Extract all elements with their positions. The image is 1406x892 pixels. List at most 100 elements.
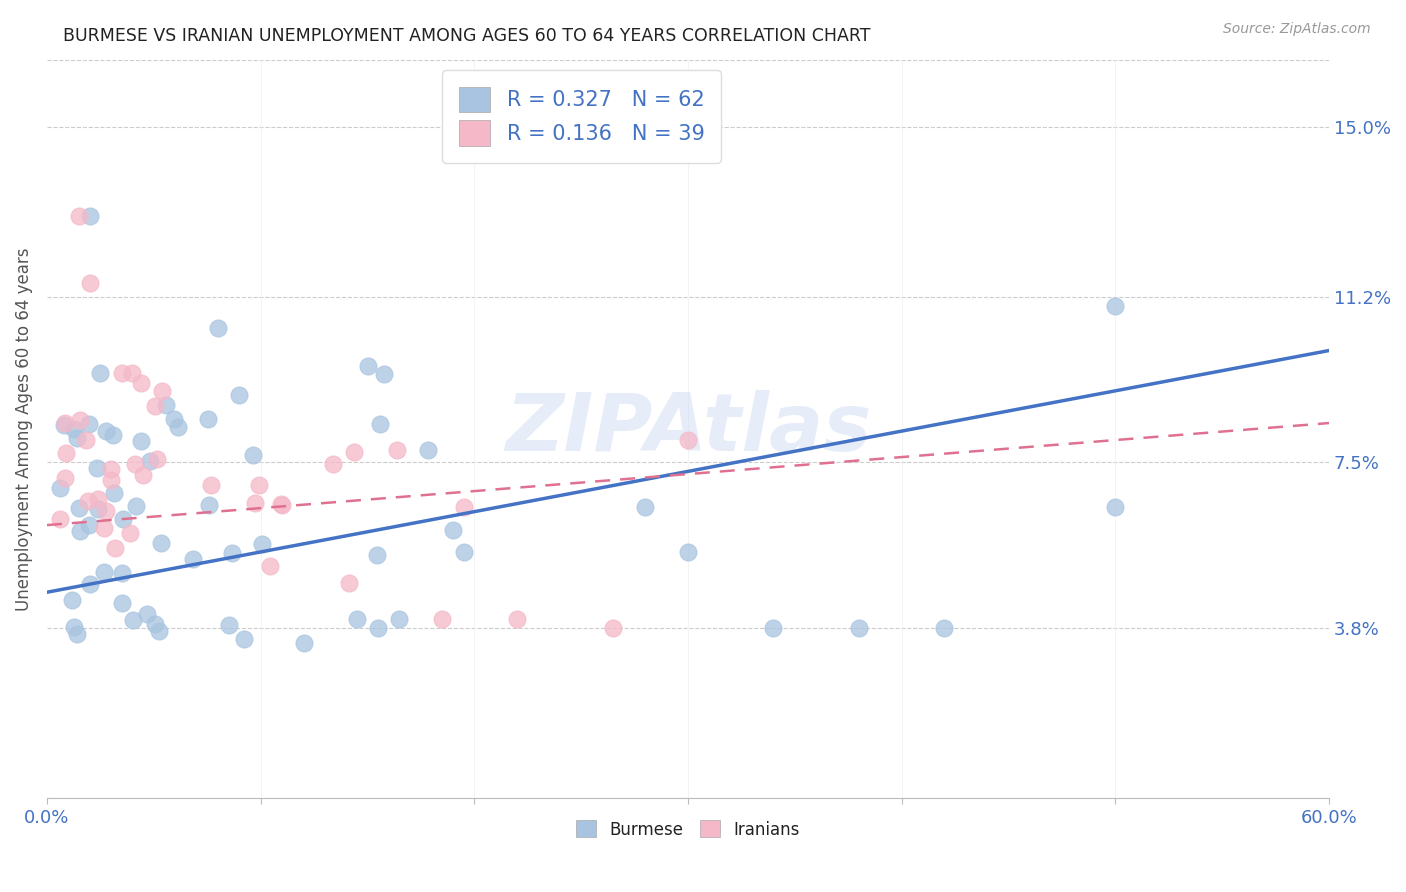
Point bbox=[132, 468, 155, 483]
Point bbox=[86, 502, 108, 516]
Point bbox=[148, 624, 170, 638]
Point bbox=[343, 445, 366, 459]
Point bbox=[79, 576, 101, 591]
Point bbox=[110, 596, 132, 610]
Point bbox=[111, 366, 134, 380]
Point bbox=[143, 616, 166, 631]
Point bbox=[101, 428, 124, 442]
Point bbox=[49, 481, 72, 495]
Point bbox=[79, 209, 101, 223]
Point bbox=[96, 424, 118, 438]
Point bbox=[69, 524, 91, 538]
Point bbox=[63, 620, 86, 634]
Point bbox=[247, 478, 270, 492]
Point bbox=[52, 418, 75, 433]
Point bbox=[346, 612, 368, 626]
Point bbox=[506, 612, 529, 626]
Point bbox=[218, 618, 240, 632]
Point bbox=[93, 565, 115, 579]
Point bbox=[125, 499, 148, 513]
Point bbox=[67, 500, 90, 515]
Point bbox=[441, 523, 464, 537]
Point bbox=[432, 612, 454, 626]
Point bbox=[103, 486, 125, 500]
Point bbox=[120, 526, 142, 541]
Point bbox=[67, 209, 90, 223]
Point bbox=[124, 457, 146, 471]
Point bbox=[139, 453, 162, 467]
Point bbox=[77, 518, 100, 533]
Point bbox=[111, 512, 134, 526]
Point bbox=[79, 277, 101, 291]
Point bbox=[100, 473, 122, 487]
Point bbox=[934, 621, 956, 635]
Point bbox=[146, 452, 169, 467]
Y-axis label: Unemployment Among Ages 60 to 64 years: Unemployment Among Ages 60 to 64 years bbox=[15, 247, 32, 611]
Point bbox=[135, 607, 157, 622]
Point bbox=[163, 412, 186, 426]
Point bbox=[77, 493, 100, 508]
Point bbox=[207, 321, 229, 335]
Point bbox=[357, 359, 380, 373]
Point bbox=[373, 367, 395, 381]
Point bbox=[63, 422, 86, 436]
Point bbox=[104, 541, 127, 555]
Point bbox=[167, 419, 190, 434]
Point bbox=[200, 477, 222, 491]
Point bbox=[49, 512, 72, 526]
Point bbox=[243, 496, 266, 510]
Point bbox=[93, 521, 115, 535]
Point bbox=[53, 416, 76, 430]
Point bbox=[181, 552, 204, 566]
Point bbox=[368, 417, 391, 432]
Point bbox=[367, 621, 389, 635]
Point bbox=[676, 433, 699, 447]
Point bbox=[233, 632, 256, 646]
Point bbox=[75, 433, 97, 447]
Point bbox=[848, 621, 870, 635]
Point bbox=[366, 548, 388, 562]
Point bbox=[1104, 500, 1126, 515]
Point bbox=[242, 448, 264, 462]
Point bbox=[111, 566, 134, 581]
Point bbox=[94, 504, 117, 518]
Point bbox=[221, 546, 243, 560]
Point bbox=[676, 545, 699, 559]
Point bbox=[322, 457, 344, 471]
Point bbox=[66, 431, 89, 445]
Point bbox=[150, 536, 173, 550]
Point bbox=[62, 593, 84, 607]
Point bbox=[86, 461, 108, 475]
Point bbox=[228, 388, 250, 402]
Point bbox=[197, 412, 219, 426]
Point bbox=[250, 536, 273, 550]
Point bbox=[143, 399, 166, 413]
Point bbox=[55, 446, 77, 460]
Point bbox=[453, 500, 475, 515]
Point bbox=[121, 366, 143, 380]
Point bbox=[385, 442, 408, 457]
Point bbox=[131, 434, 153, 449]
Point bbox=[602, 621, 624, 635]
Point bbox=[762, 621, 785, 635]
Point bbox=[1104, 299, 1126, 313]
Point bbox=[271, 498, 294, 512]
Legend: Burmese, Iranians: Burmese, Iranians bbox=[569, 814, 807, 846]
Point bbox=[89, 366, 111, 380]
Point bbox=[416, 442, 439, 457]
Point bbox=[53, 471, 76, 485]
Point bbox=[388, 612, 411, 626]
Point bbox=[270, 497, 292, 511]
Point bbox=[634, 500, 657, 515]
Text: Source: ZipAtlas.com: Source: ZipAtlas.com bbox=[1223, 22, 1371, 37]
Point bbox=[198, 499, 221, 513]
Point bbox=[337, 576, 360, 591]
Text: ZIPAtlas: ZIPAtlas bbox=[505, 390, 872, 468]
Point bbox=[100, 462, 122, 476]
Point bbox=[129, 376, 152, 390]
Point bbox=[259, 558, 281, 573]
Point bbox=[77, 417, 100, 432]
Text: BURMESE VS IRANIAN UNEMPLOYMENT AMONG AGES 60 TO 64 YEARS CORRELATION CHART: BURMESE VS IRANIAN UNEMPLOYMENT AMONG AG… bbox=[63, 27, 870, 45]
Point bbox=[122, 613, 145, 627]
Point bbox=[155, 398, 177, 412]
